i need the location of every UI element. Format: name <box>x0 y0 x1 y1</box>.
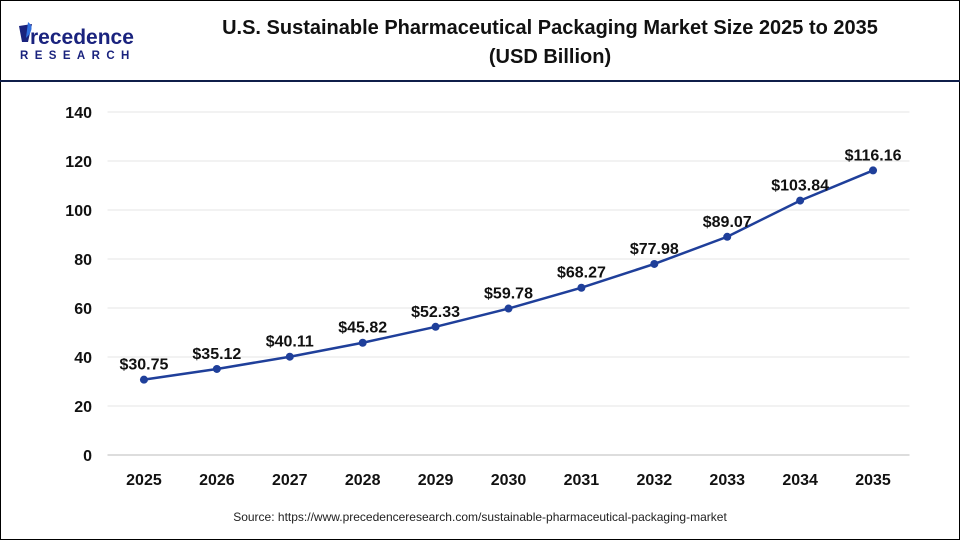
source-text: Source: https://www.precedenceresearch.c… <box>233 510 727 524</box>
x-tick-label: 2026 <box>199 472 235 489</box>
data-label: $52.33 <box>411 304 460 321</box>
data-label: $89.07 <box>703 214 752 231</box>
data-point <box>358 338 367 347</box>
data-point <box>869 166 878 175</box>
x-tick-label: 2028 <box>345 472 381 489</box>
y-tick-label: 100 <box>65 203 92 220</box>
x-tick-label: 2034 <box>782 472 818 489</box>
data-label: $45.82 <box>338 320 387 337</box>
title-line-1: U.S. Sustainable Pharmaceutical Packagin… <box>222 17 878 39</box>
chart-title: U.S. Sustainable Pharmaceutical Packagin… <box>180 14 920 72</box>
x-tick-label: 2035 <box>855 472 891 489</box>
y-tick-label: 60 <box>74 301 92 318</box>
data-label: $59.78 <box>484 286 533 303</box>
data-label: $40.11 <box>266 334 314 351</box>
data-label: $103.84 <box>771 178 829 195</box>
data-point <box>650 259 659 268</box>
data-point <box>285 352 294 361</box>
x-tick-label: 2032 <box>637 472 673 489</box>
svg-text:RESEARCH: RESEARCH <box>20 50 136 62</box>
data-label: $77.98 <box>630 241 679 258</box>
svg-text:recedence: recedence <box>30 26 134 49</box>
data-point <box>504 304 513 313</box>
precedence-research-logo: recedence RESEARCH <box>19 22 136 62</box>
y-tick-label: 140 <box>65 105 92 122</box>
x-tick-label: 2033 <box>709 472 745 489</box>
data-point <box>723 232 732 241</box>
x-tick-label: 2025 <box>126 472 162 489</box>
x-tick-label: 2030 <box>491 472 527 489</box>
data-point <box>796 196 805 205</box>
x-tick-label: 2027 <box>272 472 308 489</box>
header-divider <box>0 80 960 82</box>
data-label: $30.75 <box>119 357 168 374</box>
data-point <box>431 322 440 331</box>
data-point <box>212 364 221 373</box>
y-tick-label: 120 <box>65 154 92 171</box>
title-line-2: (USD Billion) <box>488 46 612 68</box>
y-tick-label: 40 <box>74 350 92 367</box>
data-label: $68.27 <box>557 265 606 282</box>
data-point <box>577 283 586 292</box>
x-tick-label: 2029 <box>418 472 454 489</box>
y-tick-label: 0 <box>83 448 92 465</box>
data-label: $116.16 <box>845 147 902 164</box>
y-tick-label: 80 <box>74 252 92 269</box>
data-point <box>139 375 148 384</box>
data-label: $35.12 <box>192 346 241 363</box>
x-tick-label: 2031 <box>564 472 600 489</box>
series-line <box>143 169 874 381</box>
y-tick-label: 20 <box>74 399 92 416</box>
